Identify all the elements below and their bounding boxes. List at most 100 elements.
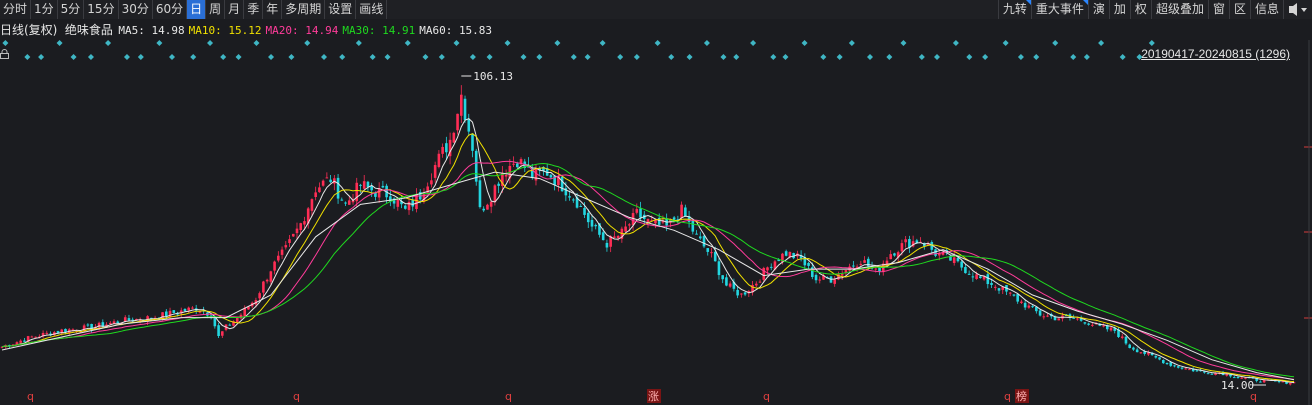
tab-12[interactable]: 设置 [325,0,357,19]
event-marker-30[interactable] [504,40,511,46]
tool-tab-4[interactable]: 权 [1129,0,1151,19]
event-marker-25[interactable] [422,54,429,60]
event-marker-66[interactable] [1098,40,1105,46]
event-marker-62[interactable] [1033,54,1040,60]
settings-dropdown-icon[interactable] [1283,0,1312,19]
event-marker-44[interactable] [733,54,740,60]
event-marker-60[interactable] [1002,40,1009,46]
event-marker-36[interactable] [599,40,606,46]
event-marker-18[interactable] [304,40,311,46]
q-marker-4[interactable]: q [1250,390,1257,403]
event-marker-45[interactable] [750,40,757,46]
event-marker-6[interactable] [105,40,112,46]
tab-3[interactable]: 15分 [84,0,119,19]
event-marker-56[interactable] [933,54,940,60]
event-marker-21[interactable] [355,40,362,46]
event-marker-59[interactable] [982,54,989,60]
event-marker-64[interactable] [1070,54,1077,60]
event-marker-48[interactable] [801,40,808,46]
event-marker-8[interactable] [137,54,144,60]
tool-tab-7[interactable]: 区 [1228,0,1250,19]
event-marker-5[interactable] [87,54,94,60]
tab-8[interactable]: 月 [225,0,245,19]
event-marker-51[interactable] [848,40,855,46]
lock-icon[interactable] [0,49,9,59]
q-marker-1[interactable]: q [293,390,300,403]
q-marker-5[interactable]: q [1004,390,1011,403]
event-marker-23[interactable] [384,54,391,60]
event-marker-29[interactable] [486,54,493,60]
event-marker-61[interactable] [1017,54,1024,60]
event-marker-68[interactable] [1136,54,1143,60]
event-marker-11[interactable] [190,54,197,60]
event-marker-22[interactable] [369,54,376,60]
q-marker-3[interactable]: q [763,390,770,403]
q-marker-2[interactable]: q [505,390,512,403]
event-marker-4[interactable] [70,54,77,60]
tool-tab-6[interactable]: 窗 [1207,0,1229,19]
event-marker-39[interactable] [654,40,661,46]
tab-7[interactable]: 周 [206,0,226,19]
event-marker-15[interactable] [253,40,260,46]
tab-6[interactable]: 日 [187,0,207,19]
zhang-badge[interactable] [647,389,661,403]
tab-2[interactable]: 5分 [58,0,85,19]
event-marker-14[interactable] [235,54,242,60]
event-marker-58[interactable] [966,54,973,60]
event-marker-12[interactable] [207,40,214,46]
event-marker-20[interactable] [339,54,346,60]
tool-tab-2[interactable]: 演 [1087,0,1109,19]
event-marker-2[interactable] [38,54,45,60]
event-marker-7[interactable] [123,54,130,60]
tool-tab-8[interactable]: 信息 [1249,0,1283,19]
event-marker-9[interactable] [156,40,163,46]
event-marker-27[interactable] [453,40,460,46]
event-marker-13[interactable] [220,54,227,60]
event-marker-26[interactable] [438,54,445,60]
event-marker-28[interactable] [469,54,476,60]
event-marker-43[interactable] [720,54,727,60]
event-marker-52[interactable] [867,54,874,60]
bang-badge[interactable] [1015,389,1029,403]
event-marker-40[interactable] [668,54,675,60]
q-marker-0[interactable]: q [27,390,34,403]
event-marker-33[interactable] [554,40,561,46]
event-marker-63[interactable] [1052,40,1059,46]
date-range-label[interactable]: 20190417-20240815 (1296) [1141,47,1290,61]
event-marker-57[interactable] [952,40,959,46]
event-marker-34[interactable] [570,54,577,60]
tool-tab-0[interactable]: 九转 [997,0,1031,19]
tool-tab-3[interactable]: 加 [1108,0,1130,19]
event-marker-35[interactable] [584,54,591,60]
event-marker-69[interactable] [1148,40,1155,46]
event-marker-0[interactable] [2,40,9,46]
event-marker-42[interactable] [703,40,710,46]
event-marker-50[interactable] [836,54,843,60]
tab-13[interactable]: 画线 [356,0,388,19]
event-marker-38[interactable] [633,54,640,60]
event-marker-54[interactable] [900,40,907,46]
tab-4[interactable]: 30分 [119,0,153,19]
event-marker-55[interactable] [918,54,925,60]
tab-0[interactable]: 分时 [0,0,32,19]
event-marker-53[interactable] [886,54,893,60]
event-marker-49[interactable] [820,54,827,60]
tab-10[interactable]: 年 [263,0,283,19]
event-marker-46[interactable] [770,54,777,60]
event-marker-67[interactable] [1119,54,1126,60]
event-marker-47[interactable] [782,54,789,60]
event-marker-19[interactable] [321,54,328,60]
event-marker-10[interactable] [168,54,175,60]
event-marker-24[interactable] [404,40,411,46]
event-marker-17[interactable] [288,54,295,60]
tab-9[interactable]: 季 [244,0,264,19]
event-marker-32[interactable] [536,54,543,60]
event-marker-41[interactable] [686,54,693,60]
event-marker-31[interactable] [520,54,527,60]
event-marker-37[interactable] [617,54,624,60]
event-marker-16[interactable] [268,54,275,60]
tab-5[interactable]: 60分 [153,0,188,19]
event-marker-1[interactable] [24,54,31,60]
tab-1[interactable]: 1分 [31,0,58,19]
